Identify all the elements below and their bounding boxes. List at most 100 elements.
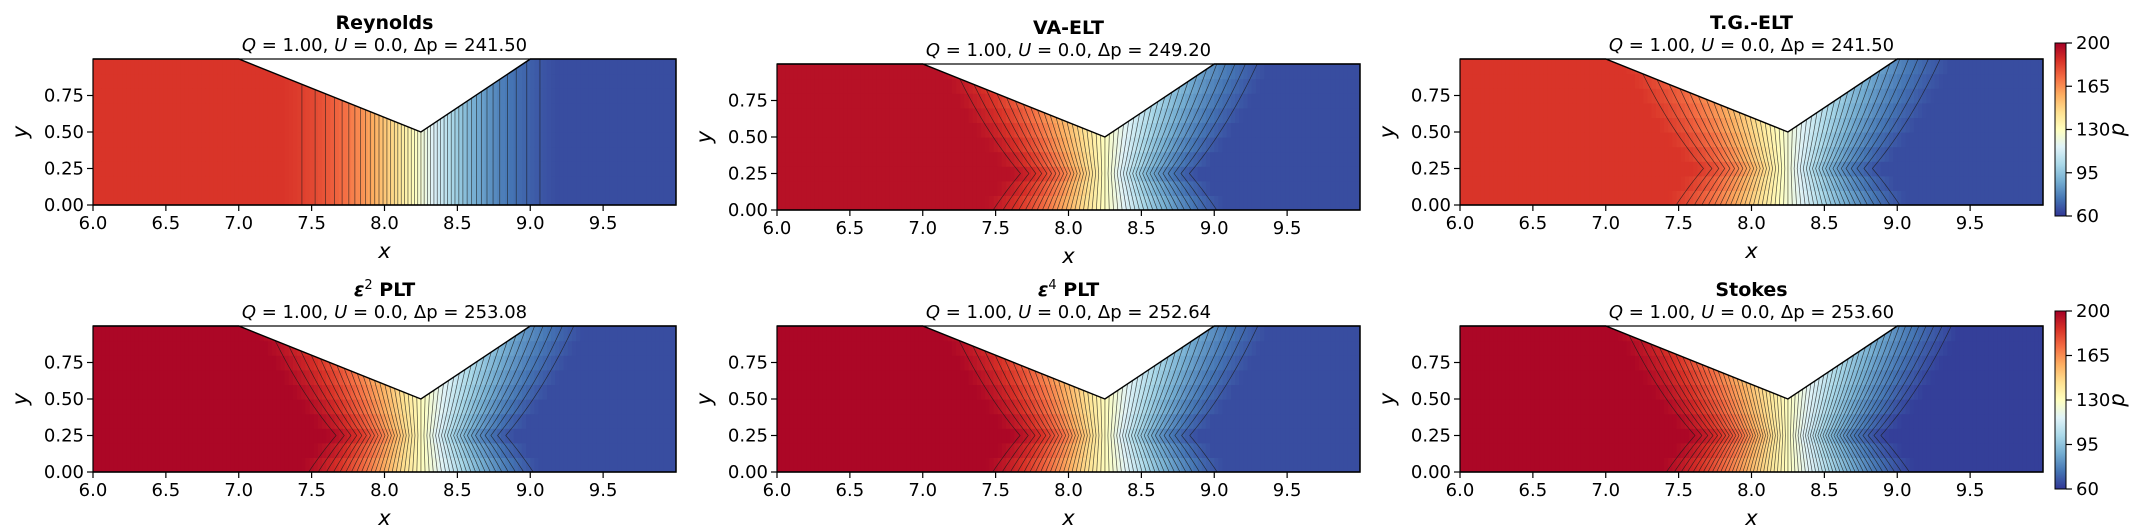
x-tick-label: 7.0 xyxy=(908,218,937,239)
pressure-field xyxy=(777,326,1360,472)
x-tick-label: 8.5 xyxy=(443,213,472,234)
x-axis-label: x xyxy=(1061,506,1075,530)
panel-6: 6.0 6.5 7.0 7.5 8.0 8.5 9.0 9.5 0.00 0.25 0.50 0.75… xyxy=(1375,279,2044,530)
contour-line xyxy=(1836,326,1883,472)
x-tick-label: 9.5 xyxy=(589,213,618,234)
panel-subtitle: Q = 1.00, U = 0.0, Δp = 252.64 xyxy=(926,302,1211,323)
x-tick-label: 9.0 xyxy=(1200,480,1229,501)
contour-line xyxy=(1880,326,1952,472)
y-axis-label: y xyxy=(1375,125,1399,139)
x-tick-label: 9.5 xyxy=(1273,480,1302,501)
colorbar-tick-label: 60 xyxy=(2076,479,2099,500)
contour-line xyxy=(463,326,506,472)
contour-line xyxy=(1189,326,1259,472)
y-tick-label: 0.00 xyxy=(1411,462,1451,483)
y-tick-label: 0.75 xyxy=(728,353,768,374)
contour-line xyxy=(1832,59,1877,205)
panel-title: Stokes xyxy=(1715,279,1787,301)
y-tick-label: 0.75 xyxy=(728,91,768,112)
x-tick-label: 8.5 xyxy=(1810,213,1839,234)
contour-line xyxy=(497,326,563,472)
contour-line xyxy=(1173,64,1236,210)
contour-line xyxy=(1846,326,1900,472)
x-axis-label: x xyxy=(1744,239,1758,263)
x-tick-label: 6.5 xyxy=(152,480,181,501)
contour-line xyxy=(470,326,520,472)
y-tick-label: 0.75 xyxy=(1411,86,1451,107)
contour-line xyxy=(484,326,544,472)
panel-subtitle: Q = 1.00, U = 0.0, Δp = 241.50 xyxy=(242,35,527,56)
contour-line xyxy=(1641,326,1709,472)
x-tick-label: 7.0 xyxy=(224,480,253,501)
x-tick-label: 8.0 xyxy=(1054,480,1083,501)
pressure-field xyxy=(1460,59,2043,205)
panel-title: Reynolds xyxy=(336,12,434,34)
x-tick-label: 6.5 xyxy=(836,480,865,501)
contour-line xyxy=(1163,326,1219,472)
x-tick-label: 7.0 xyxy=(1591,213,1620,234)
x-tick-label: 8.0 xyxy=(1737,213,1766,234)
x-tick-label: 7.5 xyxy=(1664,213,1693,234)
colorbar-label: p xyxy=(2105,123,2129,137)
x-tick-label: 7.0 xyxy=(908,480,937,501)
x-tick-label: 8.5 xyxy=(1127,480,1156,501)
y-tick-label: 0.25 xyxy=(728,164,768,185)
x-tick-label: 9.5 xyxy=(589,480,618,501)
y-tick-label: 0.75 xyxy=(1411,353,1451,374)
y-tick-label: 0.25 xyxy=(1411,159,1451,180)
pressure-field xyxy=(93,326,676,472)
colorbar-2: 200 165 130 95 60 p xyxy=(2054,301,2129,500)
y-tick-label: 0.75 xyxy=(44,86,84,107)
y-tick-label: 0.50 xyxy=(1411,389,1451,410)
y-tick-label: 0.00 xyxy=(44,195,84,216)
contour-line xyxy=(1162,64,1218,210)
contour-line xyxy=(279,326,345,472)
contour-line xyxy=(267,326,337,472)
x-tick-label: 6.5 xyxy=(1519,213,1548,234)
contour-line xyxy=(1624,326,1696,472)
contour-line xyxy=(1174,326,1237,472)
x-axis-label: x xyxy=(1744,506,1758,530)
panel-2: 6.0 6.5 7.0 7.5 8.0 8.5 9.0 9.5 0.00 0.25 0.50 0.75… xyxy=(692,17,1361,268)
x-tick-label: 6.0 xyxy=(1446,480,1475,501)
y-tick-label: 0.25 xyxy=(1411,426,1451,447)
x-tick-label: 7.0 xyxy=(1591,480,1620,501)
colorbar-tick-label: 95 xyxy=(2076,163,2099,184)
y-tick-label: 0.50 xyxy=(1411,122,1451,143)
x-tick-label: 6.0 xyxy=(763,218,792,239)
x-tick-label: 6.0 xyxy=(763,480,792,501)
x-tick-label: 9.5 xyxy=(1956,480,1985,501)
contour-line xyxy=(1842,326,1894,472)
contour-line xyxy=(1188,64,1258,210)
colorbar-tick-label: 165 xyxy=(2076,346,2110,367)
colorbar-tick-label: 60 xyxy=(2076,206,2099,227)
y-tick-label: 0.25 xyxy=(44,159,84,180)
contour-line xyxy=(1649,326,1714,472)
contour-line xyxy=(952,64,1021,210)
colorbar-gradient xyxy=(2054,42,2067,217)
colorbar-1: 200 165 130 95 60 p xyxy=(2054,33,2129,227)
colorbar-gradient xyxy=(2054,310,2067,490)
contour-line xyxy=(1149,64,1194,210)
contour-line xyxy=(490,326,553,472)
panel-5: 6.0 6.5 7.0 7.5 8.0 8.5 9.0 9.5 0.00 0.25 0.50 0.75… xyxy=(692,278,1361,530)
y-axis-label: y xyxy=(692,130,716,144)
contour-line xyxy=(951,326,1021,472)
x-tick-label: 8.0 xyxy=(1737,480,1766,501)
y-tick-label: 0.00 xyxy=(728,200,768,221)
contour-line xyxy=(505,326,575,472)
x-tick-label: 6.5 xyxy=(1519,480,1548,501)
x-tick-label: 9.0 xyxy=(1883,213,1912,234)
y-axis-label: y xyxy=(8,125,32,139)
panel-title: T.G.-ELT xyxy=(1710,12,1793,34)
y-tick-label: 0.50 xyxy=(728,127,768,148)
y-axis-label: y xyxy=(692,392,716,406)
x-tick-label: 8.0 xyxy=(370,480,399,501)
x-tick-label: 7.0 xyxy=(224,213,253,234)
x-tick-label: 9.0 xyxy=(1200,218,1229,239)
contour-line xyxy=(1867,326,1935,472)
contour-line xyxy=(1153,64,1202,210)
x-tick-label: 7.5 xyxy=(981,480,1010,501)
y-axis-label: y xyxy=(1375,392,1399,406)
